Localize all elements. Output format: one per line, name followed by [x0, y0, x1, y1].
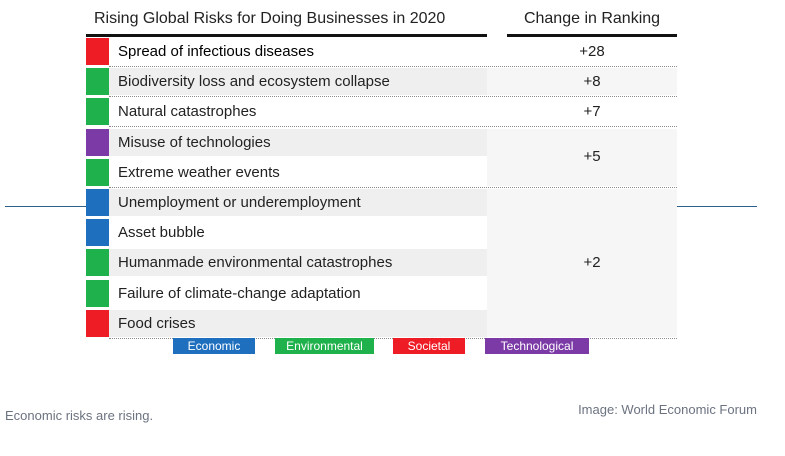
group-separator [109, 66, 677, 67]
category-swatch [86, 279, 109, 307]
risk-label: Unemployment or underemployment [118, 194, 361, 211]
legend-economic: Economic [173, 338, 255, 354]
risk-row: Unemployment or underemployment [86, 189, 487, 216]
risk-label-cell: Spread of infectious diseases [109, 38, 487, 65]
risk-label-cell: Biodiversity loss and ecosystem collapse [109, 68, 487, 96]
header-rule-right [507, 34, 677, 37]
divider-line-right [677, 206, 757, 207]
risk-label: Spread of infectious diseases [118, 43, 314, 60]
category-swatch [86, 219, 109, 247]
image-credit: Image: World Economic Forum [578, 402, 757, 417]
risk-row: Biodiversity loss and ecosystem collapse [86, 68, 487, 96]
legend-technological: Technological [485, 338, 589, 354]
risk-label-cell: Extreme weather events [109, 159, 487, 186]
article-caption: Economic risks are rising. [5, 408, 154, 423]
risk-row: Natural catastrophes [86, 98, 487, 126]
change-group-bg [487, 189, 677, 337]
header-rule-left [86, 34, 487, 37]
change-value: +5 [583, 148, 601, 166]
risk-label-cell: Humanmade environmental catastrophes [109, 249, 487, 277]
legend-economic-label: Economic [187, 339, 241, 353]
category-swatch [86, 249, 109, 277]
legend-societal: Societal [393, 338, 465, 354]
risk-label-cell: Natural catastrophes [109, 98, 487, 125]
risk-label: Humanmade environmental catastrophes [118, 254, 393, 272]
change-group-bg [487, 68, 677, 96]
category-swatch [86, 128, 109, 156]
category-swatch [86, 158, 109, 186]
risk-row: Misuse of technologies [86, 128, 487, 156]
risk-row: Spread of infectious diseases [86, 38, 487, 65]
risk-label: Asset bubble [118, 224, 205, 242]
risk-row: Humanmade environmental catastrophes [86, 249, 487, 277]
risk-label-cell: Unemployment or underemployment [109, 189, 487, 216]
risk-label: Food crises [118, 314, 196, 332]
chart-title: Rising Global Risks for Doing Businesses… [94, 10, 446, 27]
risk-label: Misuse of technologies [118, 133, 271, 151]
risk-label: Natural catastrophes [118, 103, 257, 121]
legend-environmental-label: Environmental [286, 339, 363, 353]
risk-row: Failure of climate-change adaptation [86, 279, 487, 307]
risk-label: Biodiversity loss and ecosystem collapse [118, 73, 390, 91]
group-separator [109, 186, 677, 188]
change-group-bg [487, 128, 677, 186]
category-swatch [86, 309, 109, 337]
risk-label-cell: Failure of climate-change adaptation [109, 280, 487, 307]
risk-label-cell: Asset bubble [109, 219, 487, 246]
group-separator [109, 96, 677, 98]
divider-line-left [5, 206, 87, 207]
risk-label-cell: Misuse of technologies [109, 128, 487, 156]
legend-societal-label: Societal [407, 339, 451, 353]
category-swatch [86, 189, 109, 216]
legend-environmental: Environmental [275, 338, 374, 354]
risk-row: Food crises [86, 309, 487, 337]
category-swatch [86, 68, 109, 96]
category-swatch [86, 38, 109, 65]
change-value: +2 [583, 253, 601, 271]
change-value: +7 [583, 102, 601, 120]
legend-technological-label: Technological [500, 339, 574, 353]
risk-label: Failure of climate-change adaptation [118, 284, 361, 302]
change-value: +8 [583, 72, 601, 90]
change-column-header: Change in Ranking [523, 10, 661, 27]
risk-row: Extreme weather events [86, 158, 487, 186]
risk-row: Asset bubble [86, 219, 487, 247]
risk-label: Extreme weather events [118, 163, 280, 181]
change-value: +28 [579, 42, 605, 60]
group-separator [109, 126, 677, 128]
category-swatch [86, 98, 109, 126]
risk-label-cell: Food crises [109, 309, 487, 337]
